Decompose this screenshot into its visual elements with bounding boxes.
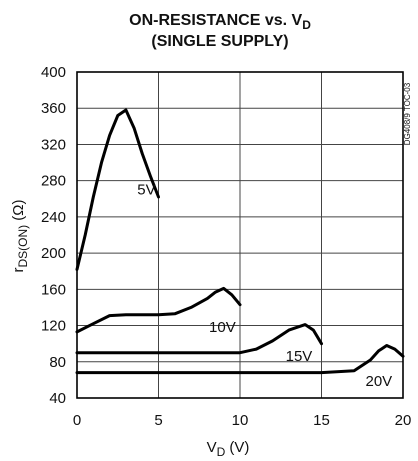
y-tick-label: 120 [41, 318, 66, 335]
y-axis-label-main: r [10, 268, 27, 273]
y-tick-label: 320 [41, 136, 66, 153]
y-tick-label: 80 [49, 354, 66, 371]
series-line-15v [75, 323, 323, 355]
series-line-10v [75, 286, 242, 334]
x-axis-label-subscript: D [217, 445, 226, 459]
x-tick-labels: 0 5 10 15 20 [73, 412, 412, 429]
y-axis-label-subscript: DS(ON) [16, 225, 30, 268]
chart-title-main: ON-RESISTANCE vs. V [129, 12, 302, 29]
y-axis-label-unit: (Ω) [10, 199, 27, 224]
series-label-5v: 5V [137, 181, 155, 198]
series-layer [75, 108, 405, 375]
x-tick-label: 15 [313, 412, 330, 429]
y-tick-label: 40 [49, 390, 66, 407]
y-tick-label: 400 [41, 64, 66, 81]
series-label-15v: 15V [286, 348, 313, 365]
y-tick-label: 240 [41, 209, 66, 226]
x-tick-label: 0 [73, 412, 81, 429]
y-tick-label: 280 [41, 173, 66, 190]
series-line-20v [75, 344, 405, 375]
series-label-10v: 10V [209, 319, 236, 336]
series-labels: 5V 10V 15V 20V [137, 181, 392, 390]
chart-title-line2: (SINGLE SUPPLY) [151, 33, 288, 50]
figure-code: DG408/9 TOC-03 [403, 82, 412, 145]
x-tick-label: 20 [395, 412, 412, 429]
x-tick-label: 5 [154, 412, 162, 429]
chart-title-line1: ON-RESISTANCE vs. VD [129, 12, 311, 32]
series-line-5v [75, 108, 160, 271]
y-tick-label: 200 [41, 245, 66, 262]
chart-title-subscript: D [302, 18, 311, 32]
plot-border [76, 71, 404, 399]
x-axis-label-unit: (V) [225, 439, 249, 456]
y-axis-label: rDS(ON) (Ω) [10, 199, 30, 272]
y-tick-label: 360 [41, 100, 66, 117]
y-tick-label: 160 [41, 281, 66, 298]
x-tick-label: 10 [232, 412, 249, 429]
plot-frame [76, 71, 404, 399]
x-axis-label: VD (V) [207, 439, 250, 459]
y-tick-labels: 40 80 120 160 200 240 280 320 360 400 [41, 64, 66, 407]
x-axis-label-main: V [207, 439, 217, 456]
series-label-20v: 20V [366, 373, 393, 390]
